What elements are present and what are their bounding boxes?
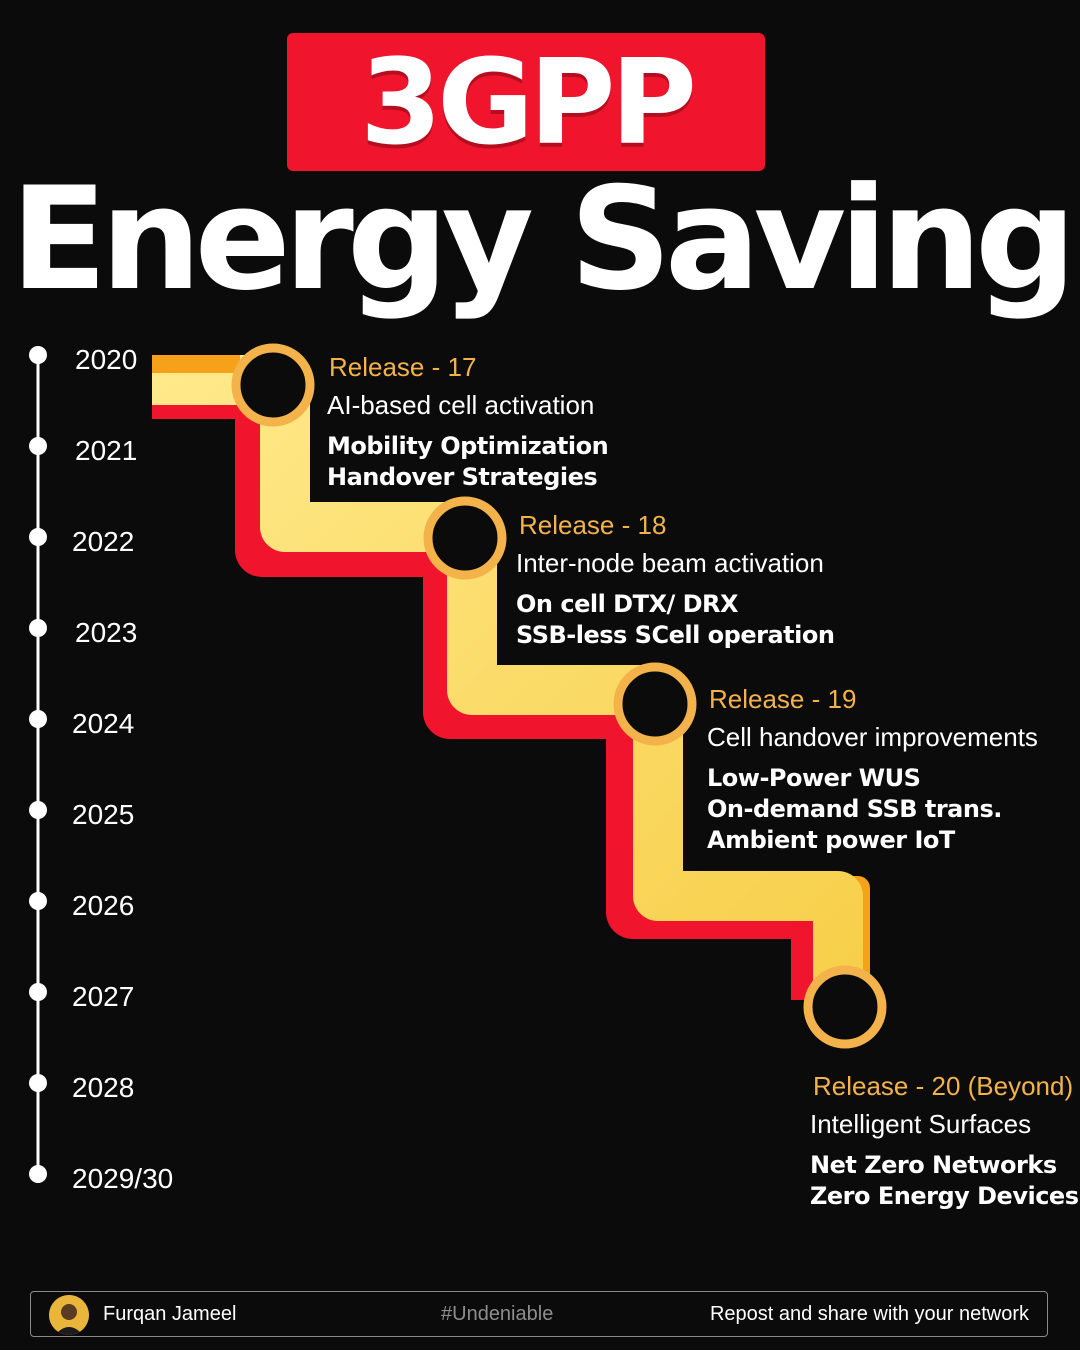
- release-18-subtitle: Inter-node beam activation: [516, 548, 824, 578]
- release-17-features: Mobility Optimization Handover Strategie…: [327, 431, 609, 493]
- feature-item: Handover Strategies: [327, 463, 598, 491]
- timeline-dot: [29, 346, 47, 364]
- year-label: 2029/30: [72, 1163, 174, 1194]
- title-badge-text: 3GPP: [360, 33, 697, 171]
- footer-bar: Furqan Jameel #Undeniable Repost and sha…: [30, 1291, 1048, 1337]
- avatar[interactable]: [49, 1295, 89, 1335]
- timeline-dot: [29, 801, 47, 819]
- feature-item: Low-Power WUS: [707, 764, 921, 792]
- release-17-label: Release - 17: [329, 352, 477, 382]
- feature-item: Net Zero Networks: [810, 1151, 1057, 1179]
- release-20-node: [803, 965, 887, 1049]
- release-19-node: [613, 662, 697, 746]
- year-label: 2022: [72, 526, 135, 557]
- release-19-label: Release - 19: [709, 684, 857, 714]
- year-label: 2024: [72, 708, 135, 739]
- timeline-dot: [29, 892, 47, 910]
- timeline-dot: [29, 1165, 47, 1183]
- year-label: 2023: [75, 617, 138, 648]
- year-label: 2025: [72, 799, 135, 830]
- feature-item: On cell DTX/ DRX: [516, 590, 738, 618]
- release-19-subtitle: Cell handover improvements: [707, 722, 1038, 752]
- feature-item: On-demand SSB trans.: [707, 795, 1002, 823]
- release-20-features: Net Zero Networks Zero Energy Devices: [810, 1150, 1079, 1212]
- feature-item: Ambient power IoT: [707, 826, 955, 854]
- release-17-subtitle: AI-based cell activation: [327, 390, 595, 420]
- title-badge: 3GPP: [287, 33, 765, 171]
- author-name[interactable]: Furqan Jameel: [103, 1303, 237, 1325]
- year-label: 2021: [75, 435, 138, 466]
- release-18-features: On cell DTX/ DRX SSB-less SCell operatio…: [516, 589, 835, 651]
- release-17-node: [231, 343, 315, 427]
- person-icon: [49, 1295, 89, 1335]
- release-20-subtitle: Intelligent Surfaces: [810, 1109, 1032, 1139]
- feature-item: SSB-less SCell operation: [516, 621, 835, 649]
- year-label: 2028: [72, 1072, 135, 1103]
- year-label: 2027: [72, 981, 135, 1012]
- page-title: Energy Saving: [10, 157, 1076, 322]
- timeline-dot: [29, 983, 47, 1001]
- timeline-dot: [29, 437, 47, 455]
- timeline-dot: [29, 528, 47, 546]
- release-18-label: Release - 18: [519, 510, 667, 540]
- feature-item: Zero Energy Devices: [810, 1182, 1079, 1210]
- timeline-dot: [29, 1074, 47, 1092]
- year-label: 2026: [72, 890, 135, 921]
- year-label: 2020: [75, 344, 138, 375]
- timeline-dot: [29, 619, 47, 637]
- feature-item: Mobility Optimization: [327, 432, 609, 460]
- release-20-label: Release - 20 (Beyond): [813, 1071, 1074, 1101]
- path-main: [152, 355, 863, 990]
- timeline-dot: [29, 710, 47, 728]
- share-cta: Repost and share with your network: [709, 1303, 1029, 1325]
- hashtag[interactable]: #Undeniable: [441, 1303, 554, 1325]
- release-19-features: Low-Power WUS On-demand SSB trans. Ambie…: [707, 763, 1002, 856]
- release-18-node: [423, 496, 507, 580]
